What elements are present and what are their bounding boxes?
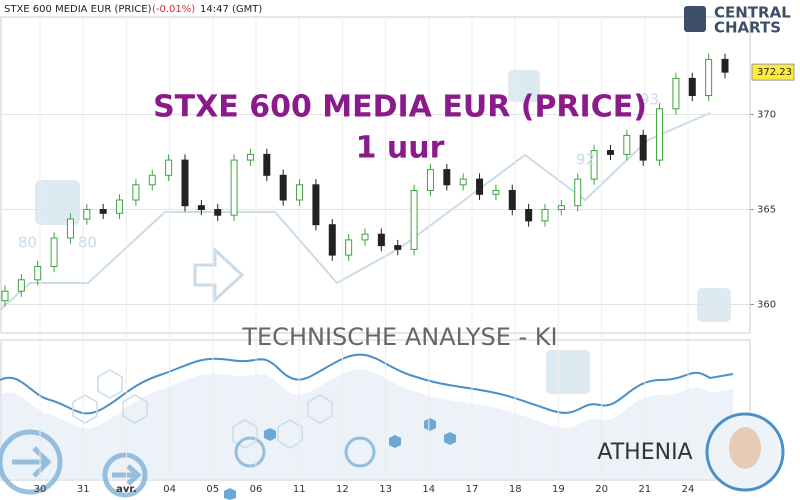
candle-body (83, 209, 91, 220)
arrow-icons (0, 429, 376, 498)
candle-body (410, 190, 418, 250)
candle-body (492, 190, 500, 195)
candle-body (99, 209, 107, 214)
candle-body (443, 169, 451, 186)
candle-body (17, 279, 25, 292)
watermark-label: 93 (640, 91, 659, 109)
x-tick-label: 06 (250, 484, 263, 495)
x-tick-label: 05 (206, 484, 219, 495)
overlay-title: STXE 600 MEDIA EUR (PRICE) (153, 90, 647, 125)
candle-body (688, 77, 696, 97)
x-tick-label: 13 (379, 484, 392, 495)
candle-body (574, 178, 582, 207)
candle-body (230, 159, 238, 216)
candle-body (296, 184, 304, 201)
last-price-tag (751, 63, 795, 81)
candle-body (590, 150, 598, 180)
avatar-face (729, 427, 761, 469)
icon-watermark (508, 70, 540, 102)
candle-body (50, 237, 58, 267)
brand-icon (684, 6, 706, 32)
x-tick-label: 12 (336, 484, 349, 495)
candle-body (476, 178, 484, 195)
candle-body (181, 159, 189, 207)
watermark-label: 92 (576, 151, 595, 169)
x-tick-label: 14 (422, 484, 435, 495)
y-tick-label: 370 (757, 110, 776, 121)
candle-body (132, 184, 140, 201)
x-tick-label: 04 (163, 484, 176, 495)
y-tick-label: 360 (757, 300, 776, 311)
candle-body (623, 134, 631, 155)
candle-body (606, 150, 614, 155)
candle-body (66, 218, 74, 239)
x-tick-label: 18 (509, 484, 522, 495)
price-panel (0, 16, 751, 334)
candle-body (672, 77, 680, 110)
candle-body (328, 224, 336, 256)
indicator-line (0, 353, 734, 415)
y-tick-label: 365 (757, 205, 776, 216)
candle-body (394, 245, 402, 250)
candle-body (508, 190, 516, 210)
candle-body (557, 205, 565, 210)
hex-dots (224, 418, 456, 500)
candle-body (525, 209, 533, 222)
x-tick-label: 24 (682, 484, 695, 495)
candle-body (656, 108, 664, 161)
candle-body (34, 266, 42, 281)
candle-body (705, 58, 713, 96)
watermark-line (0, 112, 711, 311)
candle-body (197, 205, 205, 210)
watermark-label: 80 (18, 234, 37, 252)
candle-body (116, 199, 124, 214)
indicator-area (0, 369, 733, 480)
arrow-watermark (193, 246, 245, 304)
candle-body (312, 184, 320, 226)
candle-body (721, 58, 729, 73)
candle-body (1, 290, 9, 302)
x-tick-label: 19 (552, 484, 565, 495)
overlay-subtitle: 1 uur (356, 131, 445, 166)
hex-decoration (72, 369, 333, 449)
icon-watermark (35, 180, 80, 225)
candle-body (279, 174, 287, 201)
x-tick-label: 31 (77, 484, 90, 495)
candle-body (639, 134, 647, 161)
assistant-name: ATHENIA (597, 440, 692, 465)
candle-body (263, 153, 271, 176)
candle-body (165, 159, 173, 176)
icon-watermark (546, 350, 590, 394)
brand-line: CENTRAL (714, 4, 791, 22)
x-tick-label: 21 (638, 484, 651, 495)
candle-body (214, 209, 222, 216)
x-tick-label: 30 (34, 484, 47, 495)
candle-body (459, 178, 467, 186)
candle-body (361, 233, 369, 241)
candle-body (541, 209, 549, 222)
candle-body (345, 239, 353, 256)
header-title: STXE 600 MEDIA EUR (PRICE) (4, 4, 152, 15)
last-price-label: 372.23 (757, 67, 792, 78)
brand-line: CHARTS (714, 19, 781, 37)
x-tick-label: 20 (595, 484, 608, 495)
x-tick-label: 11 (293, 484, 306, 495)
x-tick-label: 17 (466, 484, 479, 495)
candle-body (148, 174, 156, 186)
analysis-label: TECHNISCHE ANALYSE - KI (241, 323, 557, 351)
x-tick-label: avr. (116, 484, 137, 495)
watermark-label: 80 (78, 234, 97, 252)
header-time: 14:47 (GMT) (200, 4, 262, 15)
candle-body (426, 169, 434, 192)
candle-body (246, 153, 254, 161)
candle-body (377, 233, 385, 247)
header-change: (-0.01%) (152, 4, 195, 15)
